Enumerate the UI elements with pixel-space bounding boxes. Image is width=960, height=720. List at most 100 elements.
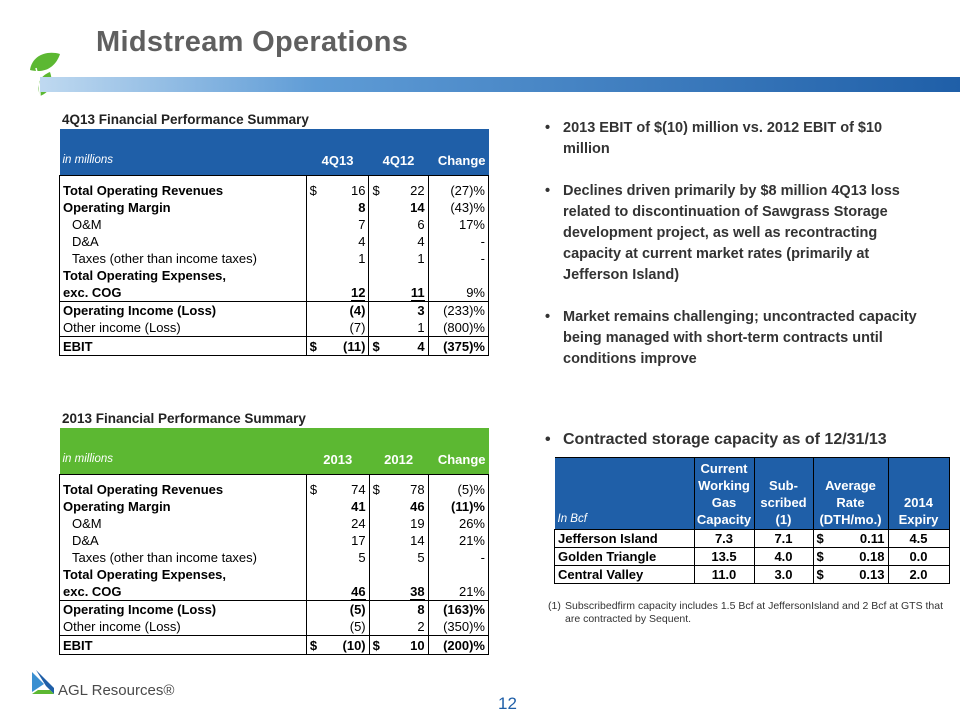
value: 38 — [410, 584, 425, 600]
value: 46 — [351, 584, 366, 600]
value: 74 — [351, 482, 366, 497]
storage-unit: In Bcf — [554, 457, 695, 530]
subscribed: 3.0 — [753, 565, 814, 584]
footnote-marker: (1) — [548, 600, 561, 612]
row-label: O&M — [59, 216, 307, 233]
title-underline-bar — [40, 77, 960, 92]
change: (233)% — [427, 301, 490, 319]
table-4q-header-col3: Change — [428, 129, 489, 176]
table-row: EBIT $ (11) $4 (375)% — [59, 336, 490, 356]
currency: $ — [372, 482, 380, 497]
col-header-line: Working — [698, 478, 750, 493]
value: 14 — [368, 532, 429, 549]
rate: 0.13 — [859, 567, 885, 582]
value: 8 — [305, 199, 369, 216]
currency: $ — [372, 338, 380, 354]
col-header-line: (1) — [775, 512, 792, 527]
change: (163)% — [427, 600, 490, 618]
value: 11 — [410, 285, 425, 301]
table-4q-unit: in millions — [59, 129, 307, 176]
table-row: Other income (Loss) (5) 2 (350)% — [59, 618, 490, 636]
value: 3 — [368, 301, 429, 319]
row-label: Operating Margin — [59, 498, 307, 515]
capacity: 11.0 — [693, 565, 755, 584]
value: (11) — [343, 338, 366, 354]
change: 17% — [427, 216, 490, 233]
col-header-line: Average — [825, 478, 876, 493]
row-label: O&M — [59, 515, 307, 532]
value: 7 — [305, 216, 369, 233]
facility-name: Golden Triangle — [554, 547, 695, 566]
value: 6 — [368, 216, 429, 233]
capacity: 7.3 — [693, 529, 755, 548]
facility-name: Jefferson Island — [554, 529, 695, 548]
table-row: Total Operating Revenues $74 $78 (5)% — [59, 481, 490, 498]
footnote: (1) Subscribedfirm capacity includes 1.5… — [548, 600, 945, 626]
value: 8 — [368, 600, 429, 618]
currency: $ — [309, 637, 318, 653]
expiry: 0.0 — [887, 547, 950, 566]
table-4q-title: 4Q13 Financial Performance Summary — [62, 112, 309, 127]
rate: 0.11 — [859, 531, 885, 546]
col-header-line: Sub- — [769, 478, 798, 493]
table-row: Operating Income (Loss) (5) 8 (163)% — [59, 600, 490, 618]
bullet-list: 2013 EBIT of $(10) million vs. 2012 EBIT… — [545, 118, 925, 370]
storage-table: In Bcf Current Working Gas Capacity Sub-scr… — [554, 457, 950, 584]
agl-logo-icon — [30, 668, 56, 701]
change: (800)% — [427, 319, 490, 337]
value: 1 — [368, 319, 429, 337]
change: (27)% — [427, 182, 490, 199]
value: 2 — [368, 618, 429, 636]
col-header-line: Gas — [711, 495, 737, 510]
col-header-line: Capacity — [696, 512, 752, 527]
bullet-item: Market remains challenging; uncontracted… — [545, 307, 925, 370]
page-number: 12 — [498, 694, 517, 713]
change: (200)% — [427, 635, 490, 655]
value: 78 — [410, 482, 425, 497]
currency: $ — [309, 183, 317, 198]
value: 1 — [368, 250, 429, 267]
table-row: Total Operating Expenses, exc. COG 46 38 … — [59, 566, 490, 601]
table-row: O&M 7 6 17% — [59, 216, 490, 233]
facility-name: Central Valley — [554, 565, 695, 584]
table-row: Total Operating Revenues $16 $22 (27)% — [59, 182, 490, 199]
table-year-header-col2: 2012 — [369, 428, 429, 475]
table-row: Golden Triangle 13.5 4.0 $0.18 0.0 — [554, 547, 950, 566]
change: (5)% — [427, 481, 490, 498]
table-year-header-col1: 2013 — [306, 428, 370, 475]
expiry: 4.5 — [887, 529, 950, 548]
value: (5) — [305, 618, 370, 636]
row-label: Other income (Loss) — [59, 618, 307, 636]
subscribed: 7.1 — [753, 529, 814, 548]
value: 46 — [368, 498, 429, 515]
table-year: in millions 2013 2012 Change Total Opera… — [59, 428, 490, 655]
change: 21% — [427, 566, 490, 601]
table-year-unit: in millions — [59, 428, 307, 475]
col-header-line: Rate — [836, 495, 865, 510]
subscribed: 4.0 — [753, 547, 814, 566]
row-label: Taxes (other than income taxes) — [59, 549, 307, 566]
company-name: AGL Resources® — [58, 682, 175, 699]
row-label: Operating Income (Loss) — [59, 301, 307, 319]
table-row: Other income (Loss) (7) 1 (800)% — [59, 319, 490, 337]
currency: $ — [816, 567, 824, 582]
table-row: EBIT $ (10) $10 (200)% — [59, 635, 490, 655]
value: (5) — [305, 600, 370, 618]
change: (43)% — [427, 199, 490, 216]
change: 21% — [427, 532, 490, 549]
bullet-item: Declines driven primarily by $8 million … — [545, 181, 925, 286]
row-label-cont: exc. COG — [63, 584, 122, 599]
currency: $ — [309, 482, 318, 497]
row-label: Other income (Loss) — [59, 319, 307, 337]
storage-heading: Contracted storage capacity as of 12/31/… — [545, 431, 887, 449]
table-4q-header-col1: 4Q13 — [306, 129, 369, 176]
slide-title: Midstream Operations — [96, 26, 409, 58]
value: 4 — [368, 233, 429, 250]
currency: $ — [816, 531, 824, 546]
row-label: D&A — [59, 233, 307, 250]
table-row: Jefferson Island 7.3 7.1 $0.11 4.5 — [554, 529, 950, 548]
value: (10) — [342, 637, 366, 653]
value: 17 — [305, 532, 370, 549]
value: 22 — [410, 183, 425, 198]
change: - — [427, 250, 490, 267]
